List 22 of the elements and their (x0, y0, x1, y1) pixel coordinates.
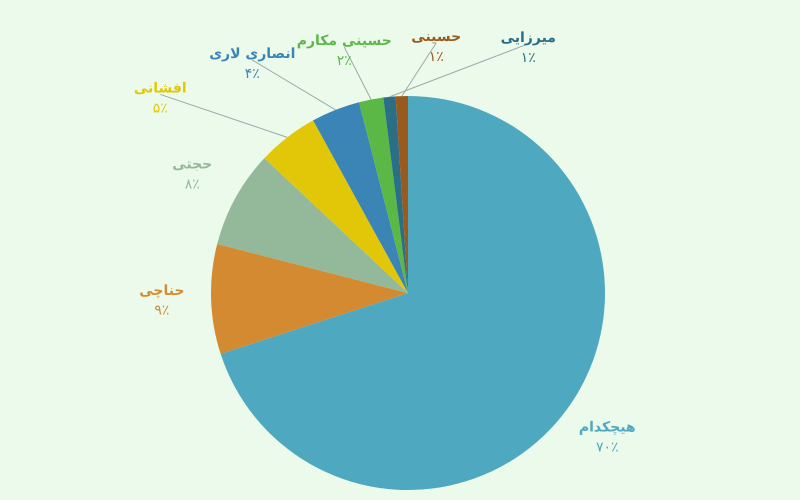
slice-label: حسینی (411, 28, 462, 45)
data-label: ۲٪ (336, 53, 352, 70)
slice-label: میرزایی (500, 30, 556, 46)
pie-slice (383, 96, 408, 293)
data-label: ۸٪ (184, 176, 200, 192)
data-label: ۹٪ (154, 302, 170, 319)
slice-label: هیچکدام (578, 420, 636, 436)
data-label: ۵٪ (152, 100, 168, 116)
slice-label: افشانی (134, 80, 187, 96)
slice-label: حسینی مکارم (296, 33, 392, 50)
pie-slice (211, 244, 408, 354)
data-label: ۱٪ (428, 48, 444, 65)
pie-slice (313, 102, 408, 293)
pie-slice (359, 98, 408, 293)
slice-label: حجتی (172, 156, 212, 172)
pie-slice (264, 120, 408, 293)
data-label: ۴٪ (244, 66, 260, 82)
data-label: ۱٪ (520, 50, 536, 66)
data-label: ۷۰٪ (596, 440, 618, 456)
slice-label: انصاری لاری (209, 46, 296, 62)
slice-label: حناچی (139, 282, 185, 299)
pie-slice (217, 158, 408, 293)
